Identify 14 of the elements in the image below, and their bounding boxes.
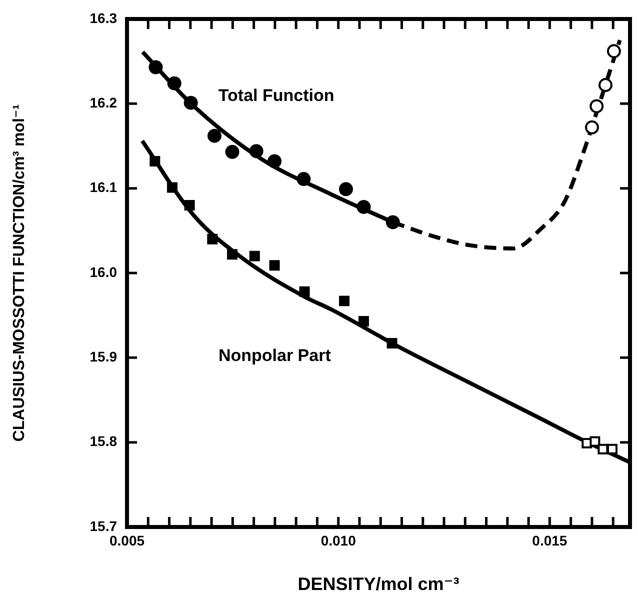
x-tick-label: 0.005 bbox=[109, 532, 145, 548]
y-tick-label: 16.3 bbox=[90, 10, 118, 26]
y-tick-label: 16.1 bbox=[90, 179, 118, 196]
x-tick-label: 0.015 bbox=[532, 532, 568, 548]
x-tick-label: 0.010 bbox=[320, 532, 356, 548]
y-tick-label: 16.2 bbox=[90, 94, 118, 111]
y-tick-label: 15.7 bbox=[90, 518, 118, 534]
series-label: Total Function bbox=[218, 86, 334, 105]
y-tick-label: 15.8 bbox=[90, 433, 118, 450]
y-tick-label: 16.0 bbox=[90, 264, 118, 280]
y-tick-label: 15.9 bbox=[90, 348, 118, 365]
y-axis-title: CLAUSIUS-MOSSOTTI FUNCTION/cm³ mol⁻¹ bbox=[11, 104, 28, 442]
x-axis-title: DENSITY/mol cm⁻³ bbox=[298, 574, 460, 594]
text: Nonpolar Part bbox=[218, 346, 332, 365]
